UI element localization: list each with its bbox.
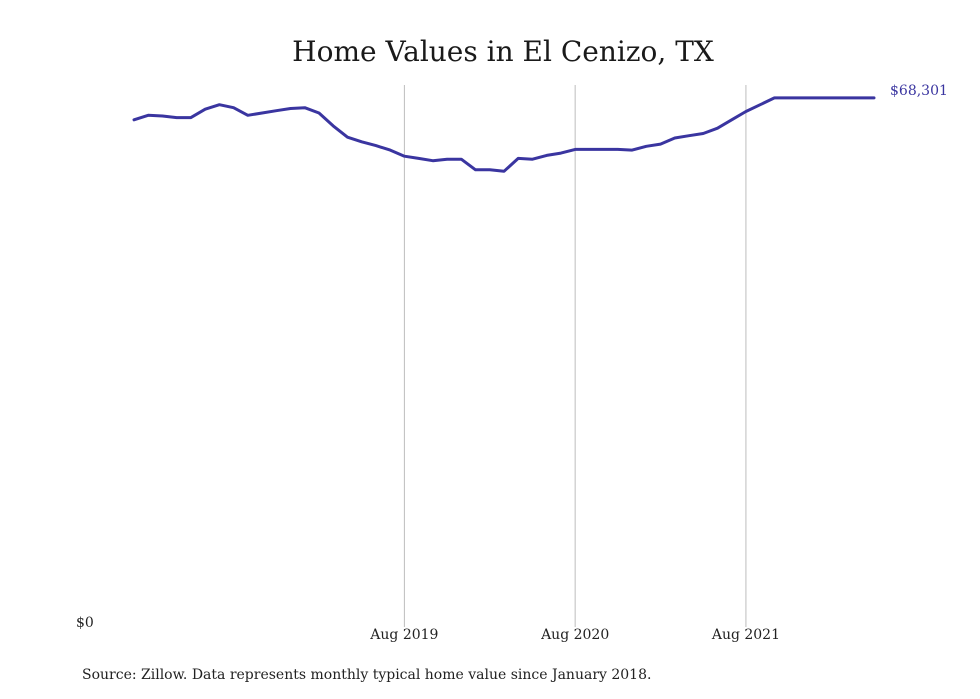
source-note: Source: Zillow. Data represents monthly … — [82, 667, 652, 683]
y-axis-zero-label: $0 — [76, 615, 94, 631]
home-value-series-line — [132, 96, 876, 173]
chart-title: Home Values in El Cenizo, TX — [292, 35, 714, 68]
end-value-label: $68,301 — [890, 83, 948, 99]
grid-lines — [403, 85, 747, 627]
x-tick-label: Aug 2021 — [711, 627, 780, 643]
x-axis-ticks: Aug 2019 Aug 2020 Aug 2021 — [369, 627, 780, 643]
x-tick-label: Aug 2020 — [540, 627, 609, 643]
x-tick-label: Aug 2019 — [369, 627, 438, 643]
